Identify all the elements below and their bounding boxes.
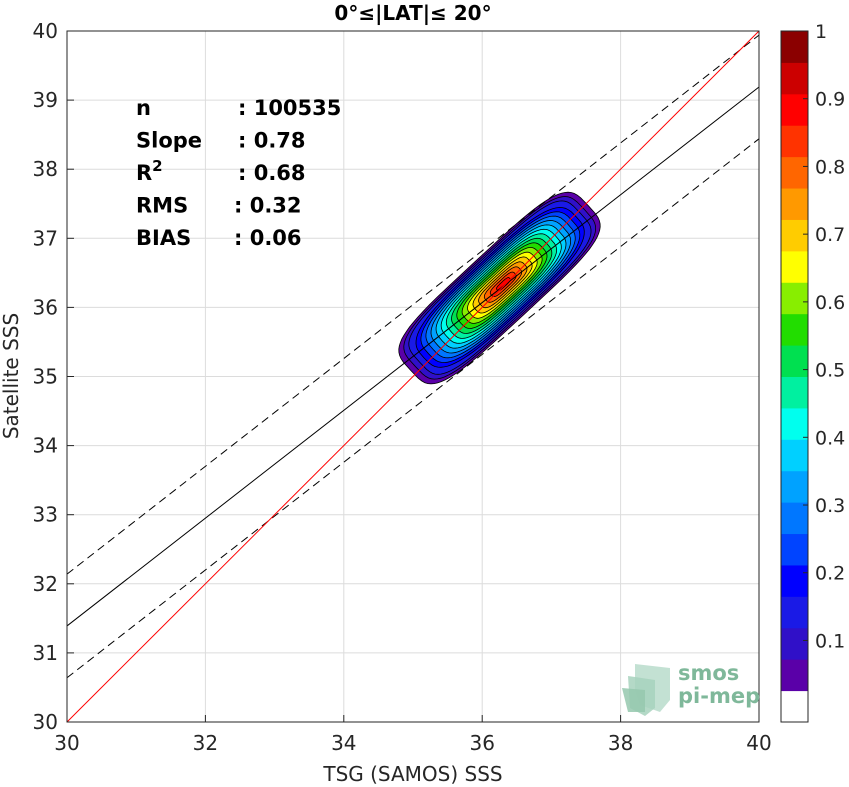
y-axis-label: Satellite SSS bbox=[0, 313, 23, 439]
colorbar-swatch bbox=[781, 188, 808, 220]
colorbar-swatch bbox=[781, 345, 808, 377]
lower-envelope-line bbox=[66, 138, 760, 679]
colorbar-swatch bbox=[781, 407, 808, 440]
colorbar-tick-label: 0.1 bbox=[815, 630, 845, 652]
colorbar-swatch bbox=[781, 31, 808, 63]
y-tick-label: 40 bbox=[33, 19, 58, 43]
identity-line bbox=[66, 30, 760, 723]
y-tick-label: 35 bbox=[33, 365, 58, 389]
colorbar-tick-label: 0.6 bbox=[815, 292, 845, 314]
colorbar-tick-label: 0.5 bbox=[815, 360, 845, 382]
stat-label: R2 bbox=[136, 157, 163, 185]
logo-waves-icon bbox=[622, 664, 670, 716]
y-axis: 30 31 32 33 34 35 36 37 38 39 40 bbox=[33, 19, 74, 734]
colorbar-tick-label: 0.7 bbox=[815, 224, 845, 246]
colorbar-tick-label: 0.3 bbox=[815, 495, 845, 517]
x-axis-label: TSG (SAMOS) SSS bbox=[322, 762, 502, 786]
colorbar-swatch bbox=[781, 313, 808, 346]
stat-label: RMS bbox=[136, 194, 188, 218]
x-tick-label: 34 bbox=[331, 731, 356, 755]
stat-value: : 0.78 bbox=[238, 129, 306, 153]
colorbar-swatch bbox=[781, 250, 808, 283]
colorbar-tick-label: 0.2 bbox=[815, 563, 845, 585]
x-tick-label: 30 bbox=[54, 731, 79, 755]
x-tick-label: 40 bbox=[746, 731, 771, 755]
stat-label: Slope bbox=[136, 129, 202, 153]
colorbar-swatch bbox=[781, 470, 808, 503]
x-tick-label: 38 bbox=[608, 731, 633, 755]
logo-text-line2: pi-mep bbox=[678, 684, 760, 708]
colorbar-swatch bbox=[781, 156, 808, 189]
smos-pi-mep-logo: smos pi-mep bbox=[622, 661, 760, 716]
y-tick-label: 30 bbox=[33, 710, 58, 734]
y-tick-label: 31 bbox=[33, 641, 58, 665]
colorbar-tick-label: 0.4 bbox=[815, 427, 845, 449]
colorbar-swatch bbox=[781, 596, 808, 629]
logo-text-line1: smos bbox=[678, 661, 739, 685]
chart-title: 0°≤|LAT|≤ 20° bbox=[334, 1, 491, 25]
density-contours bbox=[398, 191, 601, 385]
y-tick-label: 33 bbox=[33, 503, 58, 527]
upper-envelope-line bbox=[66, 34, 760, 575]
x-tick-label: 36 bbox=[469, 731, 494, 755]
stat-label: n bbox=[136, 96, 151, 120]
stat-superscript: 2 bbox=[152, 157, 162, 175]
colorbar: 0.1 0.2 0.3 0.4 0.5 0.6 0.7 0.8 0.9 1 bbox=[780, 21, 845, 723]
fit-lines bbox=[66, 30, 760, 723]
colorbar-tick-label: 0.8 bbox=[815, 156, 845, 178]
stat-label: BIAS bbox=[136, 226, 191, 250]
y-tick-label: 34 bbox=[33, 434, 58, 458]
colorbar-swatch bbox=[781, 439, 808, 472]
regression-line bbox=[66, 86, 760, 627]
stat-value: : 0.32 bbox=[234, 194, 302, 218]
colorbar-tick-label: 1 bbox=[815, 21, 827, 43]
colorbar-swatch bbox=[781, 690, 808, 723]
y-tick-label: 37 bbox=[33, 226, 58, 250]
y-tick-label: 39 bbox=[33, 88, 58, 112]
y-tick-label: 38 bbox=[33, 157, 58, 181]
colorbar-swatch bbox=[781, 659, 808, 692]
colorbar-swatch bbox=[781, 627, 808, 660]
colorbar-swatch bbox=[781, 282, 808, 315]
x-axis: 30 32 34 36 38 40 bbox=[54, 715, 772, 755]
colorbar-frame bbox=[780, 30, 809, 723]
colorbar-swatch bbox=[781, 62, 808, 95]
colorbar-swatch bbox=[781, 376, 808, 409]
stat-value: : 0.06 bbox=[234, 226, 302, 250]
stat-value: : 0.68 bbox=[238, 161, 306, 185]
colorbar-swatch bbox=[781, 502, 808, 535]
stat-value: : 100535 bbox=[238, 96, 341, 120]
colorbar-swatch bbox=[781, 533, 808, 566]
statistics-block: n : 100535 Slope : 0.78 R2 : 0.68 RMS : 0.32 BIA… bbox=[136, 96, 341, 250]
x-tick-label: 32 bbox=[193, 731, 218, 755]
y-tick-label: 36 bbox=[33, 295, 58, 319]
colorbar-swatch bbox=[781, 219, 808, 252]
colorbar-swatch bbox=[781, 125, 808, 158]
colorbar-swatch bbox=[781, 564, 808, 597]
y-tick-label: 32 bbox=[33, 572, 58, 596]
colorbar-tick-label: 0.9 bbox=[815, 89, 845, 111]
